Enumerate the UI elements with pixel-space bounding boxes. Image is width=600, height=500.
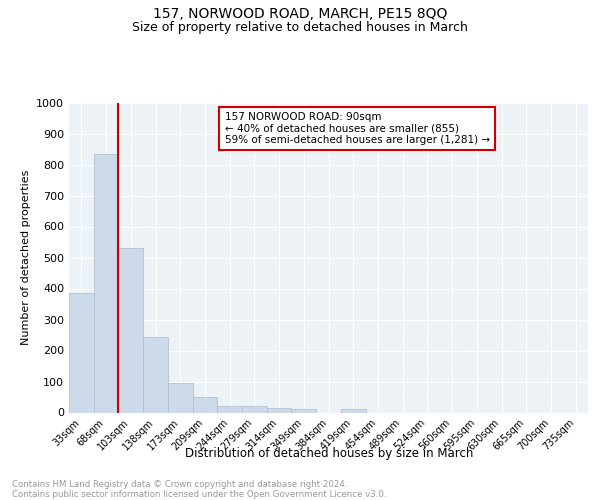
Bar bbox=[242, 406, 267, 412]
Text: 157 NORWOOD ROAD: 90sqm
← 40% of detached houses are smaller (855)
59% of semi-d: 157 NORWOOD ROAD: 90sqm ← 40% of detache… bbox=[224, 112, 490, 145]
Text: Distribution of detached houses by size in March: Distribution of detached houses by size … bbox=[185, 448, 473, 460]
Bar bbox=[143, 338, 168, 412]
Bar bbox=[168, 383, 193, 412]
Bar bbox=[217, 406, 242, 412]
Bar bbox=[292, 410, 316, 412]
Bar bbox=[94, 154, 118, 412]
Text: 157, NORWOOD ROAD, MARCH, PE15 8QQ: 157, NORWOOD ROAD, MARCH, PE15 8QQ bbox=[153, 8, 447, 22]
Bar bbox=[69, 293, 94, 412]
Bar bbox=[341, 410, 365, 412]
Text: Size of property relative to detached houses in March: Size of property relative to detached ho… bbox=[132, 22, 468, 35]
Y-axis label: Number of detached properties: Number of detached properties bbox=[20, 170, 31, 345]
Bar bbox=[267, 408, 292, 412]
Bar bbox=[193, 397, 217, 412]
Bar bbox=[118, 248, 143, 412]
Text: Contains HM Land Registry data © Crown copyright and database right 2024.
Contai: Contains HM Land Registry data © Crown c… bbox=[12, 480, 386, 499]
